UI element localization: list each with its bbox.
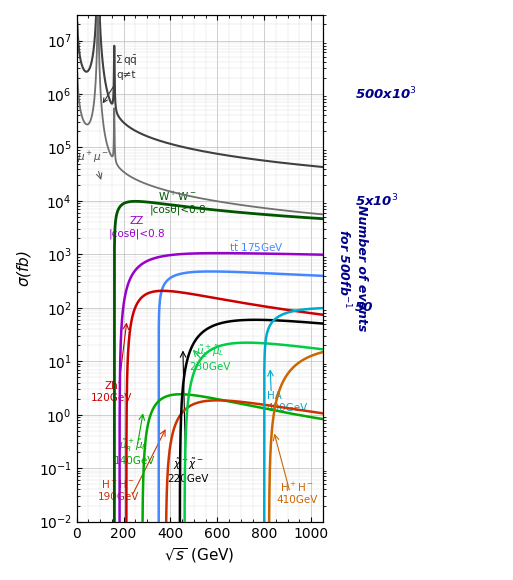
Text: ZZ
|cosθ|<0.8: ZZ |cosθ|<0.8 — [109, 216, 165, 238]
Text: 500x10$^3$: 500x10$^3$ — [355, 86, 417, 102]
Y-axis label: Number of events
for 500fb$^{-1}$: Number of events for 500fb$^{-1}$ — [336, 205, 368, 332]
Text: H$^+$H$^-$
410GeV: H$^+$H$^-$ 410GeV — [277, 481, 318, 505]
Text: 5x10$^3$: 5x10$^3$ — [355, 193, 398, 209]
Text: Zh
120GeV: Zh 120GeV — [91, 382, 132, 403]
Text: $\mathrm{t\bar{t}}$ 175GeV: $\mathrm{t\bar{t}}$ 175GeV — [229, 240, 284, 254]
Text: $\tilde{\mu}^+_L\tilde{\mu}_L$
230GeV: $\tilde{\mu}^+_L\tilde{\mu}_L$ 230GeV — [190, 344, 231, 372]
Y-axis label: $\sigma$(fb): $\sigma$(fb) — [15, 250, 33, 287]
X-axis label: $\sqrt{s}$ (GeV): $\sqrt{s}$ (GeV) — [165, 546, 235, 565]
Text: H$^+$H$^-$
190GeV: H$^+$H$^-$ 190GeV — [97, 478, 139, 502]
Text: HA
400GeV: HA 400GeV — [267, 391, 308, 412]
Text: $\tilde{\mu}^+_R\tilde{\mu}_R$
140GeV: $\tilde{\mu}^+_R\tilde{\mu}_R$ 140GeV — [113, 438, 155, 466]
Text: W$^+$W$^-$
|cosθ|<0.8: W$^+$W$^-$ |cosθ|<0.8 — [149, 190, 206, 215]
Text: $\Sigma\,\mathrm{q\bar{q}}$
q≠t: $\Sigma\,\mathrm{q\bar{q}}$ q≠t — [104, 54, 137, 103]
Text: $\mu^+\mu^-$: $\mu^+\mu^-$ — [77, 150, 110, 165]
Text: $\tilde{\chi}^+\tilde{\chi}^-$
220GeV: $\tilde{\chi}^+\tilde{\chi}^-$ 220GeV — [167, 458, 209, 484]
Text: 50: 50 — [355, 302, 373, 314]
